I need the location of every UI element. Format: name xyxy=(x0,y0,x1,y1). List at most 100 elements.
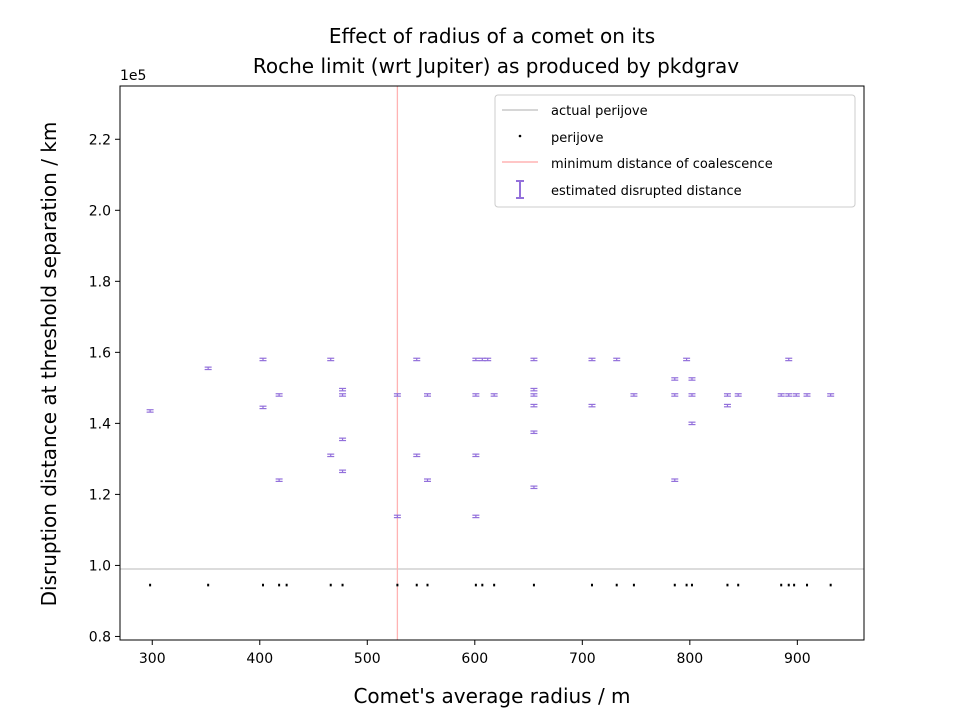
disrupted-point xyxy=(588,403,596,408)
disrupted-point xyxy=(803,393,811,397)
perijove-point xyxy=(532,583,535,587)
x-tick-label: 500 xyxy=(354,651,381,667)
legend-perijove: perijove xyxy=(551,131,603,146)
disrupted-point xyxy=(393,514,401,519)
perijove-point xyxy=(415,583,418,587)
legend: actual perijove perijove minimum distanc… xyxy=(494,94,856,208)
disrupted-point xyxy=(275,478,283,482)
perijove-point xyxy=(481,583,484,587)
disrupted-point xyxy=(630,393,638,397)
perijove-point xyxy=(780,583,783,587)
disrupted-point xyxy=(146,409,154,413)
y-tick-label: 2.0 xyxy=(89,203,111,219)
disrupted-point xyxy=(530,403,538,408)
perijove-point xyxy=(426,583,429,587)
y-tick-label: 1.4 xyxy=(89,416,111,432)
perijove-point xyxy=(493,583,496,587)
disrupted-point xyxy=(339,393,347,397)
disrupted-point xyxy=(723,403,731,408)
perijove-point xyxy=(737,583,740,587)
x-tick-label: 900 xyxy=(784,651,811,667)
disrupted-point xyxy=(204,366,212,371)
disrupted-point xyxy=(275,393,283,397)
disrupted-point xyxy=(688,421,696,426)
legend-actual-perijove: actual perijove xyxy=(551,104,648,119)
disrupted-point xyxy=(490,393,498,397)
perijove-point xyxy=(615,583,618,587)
x-axis-label: Comet's average radius / m xyxy=(353,684,630,708)
disrupted-point xyxy=(339,387,347,392)
disrupted-point xyxy=(688,377,696,381)
y-tick-label: 1.6 xyxy=(89,345,111,361)
legend-disrupted-swatch xyxy=(516,180,524,199)
perijove-point xyxy=(787,583,790,587)
disrupted-point xyxy=(671,478,679,482)
disrupted-point xyxy=(530,393,538,397)
disrupted-point xyxy=(413,453,421,458)
x-axis: 300 400 500 600 700 800 900 xyxy=(139,640,811,667)
disrupted-point xyxy=(259,357,267,362)
plot-frame xyxy=(119,85,865,641)
y-tick-label: 1.8 xyxy=(89,274,111,290)
y-axis: 0.8 1.0 1.2 1.4 1.6 1.8 2.0 2.2 xyxy=(89,132,120,645)
y-tick-label: 1.2 xyxy=(89,487,111,503)
y-offset-label: 1e5 xyxy=(120,68,146,84)
disrupted-point xyxy=(413,357,421,362)
perijove-point xyxy=(685,583,688,587)
legend-disrupted: estimated disrupted distance xyxy=(551,184,742,199)
disrupted-point xyxy=(393,393,401,397)
perijove-point xyxy=(285,583,288,587)
disrupted-point xyxy=(259,405,267,410)
disrupted-point xyxy=(827,393,835,397)
perijove-point xyxy=(149,583,152,587)
chart-title-line-2: Roche limit (wrt Jupiter) as produced by… xyxy=(253,54,739,78)
disrupted-point xyxy=(723,393,731,397)
y-tick-label: 0.8 xyxy=(89,629,111,645)
disrupted-point xyxy=(785,357,793,362)
perijove-point xyxy=(673,583,676,587)
disrupted-point xyxy=(327,357,335,362)
perijove-point xyxy=(806,583,809,587)
disrupted-point xyxy=(588,357,596,362)
legend-perijove-swatch xyxy=(518,134,522,138)
disrupted-point xyxy=(671,377,679,381)
disrupted-point xyxy=(792,393,800,397)
y-tick-label: 1.0 xyxy=(89,558,111,574)
disrupted-point xyxy=(423,478,431,482)
perijove-point xyxy=(396,583,399,587)
disrupted-point xyxy=(339,437,347,442)
disrupted-point xyxy=(671,393,679,397)
x-tick-label: 800 xyxy=(676,651,703,667)
disrupted-point xyxy=(484,357,492,362)
disrupted-point xyxy=(472,514,480,519)
disrupted-point xyxy=(423,393,431,397)
reference-lines xyxy=(120,86,864,640)
perijove-point xyxy=(474,583,477,587)
perijove-point xyxy=(278,583,281,587)
perijove-point xyxy=(261,583,264,587)
x-tick-label: 400 xyxy=(246,651,273,667)
perijove-point xyxy=(726,583,729,587)
disrupted-point xyxy=(777,393,785,397)
chart-title-line-1: Effect of radius of a comet on its xyxy=(329,24,655,48)
perijove-point xyxy=(632,583,635,587)
data-marks xyxy=(146,357,835,587)
disrupted-point xyxy=(734,393,742,397)
disrupted-point xyxy=(530,430,538,435)
disrupted-point xyxy=(530,357,538,362)
disrupted-point xyxy=(613,357,621,362)
legend-coalescence: minimum distance of coalescence xyxy=(551,157,773,172)
legend-box xyxy=(494,94,856,208)
x-tick-label: 700 xyxy=(569,651,596,667)
disrupted-point xyxy=(530,387,538,392)
x-tick-label: 600 xyxy=(461,651,488,667)
disrupted-point xyxy=(327,453,335,458)
perijove-point xyxy=(207,583,210,587)
perijove-point xyxy=(329,583,332,587)
y-axis-label: Disruption distance at threshold separat… xyxy=(37,122,61,607)
disrupted-point xyxy=(339,469,347,474)
perijove-point xyxy=(690,583,693,587)
disrupted-point xyxy=(785,393,793,397)
perijove-point xyxy=(341,583,344,587)
